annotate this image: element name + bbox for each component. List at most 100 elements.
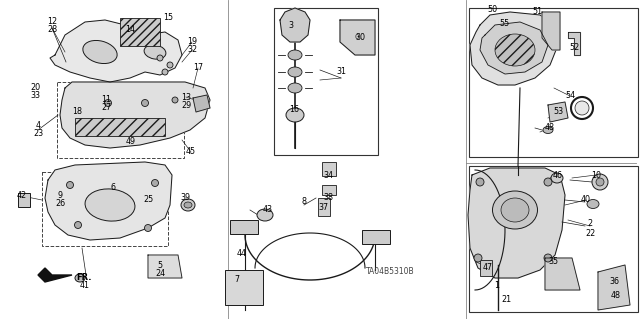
- Bar: [42, 172, 168, 246]
- Text: 29: 29: [181, 100, 191, 109]
- Text: 48: 48: [545, 123, 555, 132]
- Bar: [274, 8, 378, 155]
- Text: 24: 24: [155, 269, 165, 278]
- Ellipse shape: [286, 108, 304, 122]
- Text: 27: 27: [101, 103, 111, 113]
- Polygon shape: [38, 268, 72, 282]
- Polygon shape: [545, 258, 580, 290]
- Text: 19: 19: [187, 38, 197, 47]
- Bar: [57, 82, 184, 158]
- Polygon shape: [548, 102, 568, 122]
- Ellipse shape: [141, 100, 148, 107]
- Text: 30: 30: [355, 33, 365, 42]
- Ellipse shape: [575, 101, 589, 115]
- Bar: [225, 270, 263, 305]
- Text: 22: 22: [585, 229, 595, 239]
- Text: 36: 36: [609, 278, 619, 286]
- Text: 35: 35: [548, 257, 558, 266]
- Text: 23: 23: [33, 130, 43, 138]
- Bar: [480, 260, 492, 276]
- Text: 9: 9: [58, 191, 63, 201]
- Bar: [469, 8, 638, 157]
- Text: 6: 6: [111, 182, 115, 191]
- Text: 42: 42: [17, 191, 27, 201]
- Polygon shape: [45, 162, 172, 240]
- Ellipse shape: [74, 221, 81, 228]
- Bar: [362, 230, 390, 244]
- Text: 21: 21: [501, 295, 511, 305]
- Text: 1: 1: [495, 280, 499, 290]
- Text: 8: 8: [301, 197, 307, 206]
- Bar: [469, 166, 638, 312]
- Ellipse shape: [587, 199, 599, 209]
- Polygon shape: [280, 8, 310, 42]
- Text: 26: 26: [55, 199, 65, 209]
- Ellipse shape: [543, 127, 553, 133]
- Ellipse shape: [288, 83, 302, 93]
- Text: 12: 12: [47, 18, 57, 26]
- Text: 16: 16: [289, 106, 299, 115]
- Text: 4: 4: [35, 122, 40, 130]
- Text: 45: 45: [186, 147, 196, 157]
- Text: 2: 2: [588, 219, 593, 228]
- Text: 3: 3: [289, 20, 294, 29]
- Text: 10: 10: [591, 170, 601, 180]
- Text: 54: 54: [565, 92, 575, 100]
- Polygon shape: [598, 265, 630, 310]
- Text: 14: 14: [125, 26, 135, 34]
- Text: 39: 39: [180, 194, 190, 203]
- Text: TA04B5310B: TA04B5310B: [365, 268, 414, 277]
- Text: 31: 31: [336, 68, 346, 77]
- Polygon shape: [50, 20, 182, 82]
- Polygon shape: [148, 255, 182, 278]
- Text: FR.: FR.: [76, 273, 92, 283]
- Text: 43: 43: [263, 205, 273, 214]
- Polygon shape: [470, 12, 558, 85]
- Text: 51: 51: [532, 8, 542, 17]
- Ellipse shape: [592, 174, 608, 190]
- Text: 50: 50: [487, 5, 497, 14]
- Ellipse shape: [493, 191, 538, 229]
- Bar: [230, 220, 258, 234]
- Text: 18: 18: [72, 108, 82, 116]
- Bar: [322, 185, 336, 195]
- Text: 44: 44: [237, 249, 247, 257]
- Ellipse shape: [83, 41, 117, 63]
- Ellipse shape: [544, 254, 552, 262]
- Text: 38: 38: [323, 194, 333, 203]
- Polygon shape: [480, 22, 548, 74]
- Polygon shape: [340, 20, 375, 55]
- Text: 41: 41: [80, 280, 90, 290]
- Text: 40: 40: [581, 196, 591, 204]
- Ellipse shape: [157, 55, 163, 61]
- Ellipse shape: [501, 198, 529, 222]
- Polygon shape: [193, 95, 210, 112]
- Text: 34: 34: [323, 170, 333, 180]
- Text: 47: 47: [483, 263, 493, 271]
- Ellipse shape: [596, 178, 604, 186]
- Text: 0: 0: [355, 34, 359, 40]
- Bar: [120, 18, 160, 46]
- Text: 5: 5: [157, 261, 163, 270]
- Text: 15: 15: [163, 13, 173, 23]
- Ellipse shape: [145, 225, 152, 232]
- Text: 20: 20: [30, 84, 40, 93]
- Ellipse shape: [167, 62, 173, 68]
- Ellipse shape: [172, 97, 178, 103]
- Bar: [322, 162, 336, 176]
- Text: 25: 25: [144, 196, 154, 204]
- Ellipse shape: [288, 67, 302, 77]
- Ellipse shape: [85, 189, 135, 221]
- Bar: [75, 118, 165, 136]
- Text: 13: 13: [181, 93, 191, 101]
- Ellipse shape: [181, 199, 195, 211]
- Ellipse shape: [288, 50, 302, 60]
- Text: 46: 46: [553, 170, 563, 180]
- Polygon shape: [468, 168, 565, 278]
- Text: 55: 55: [500, 19, 510, 28]
- Ellipse shape: [152, 180, 159, 187]
- Ellipse shape: [162, 69, 168, 75]
- Ellipse shape: [67, 182, 74, 189]
- Text: 32: 32: [187, 46, 197, 55]
- Ellipse shape: [544, 178, 552, 186]
